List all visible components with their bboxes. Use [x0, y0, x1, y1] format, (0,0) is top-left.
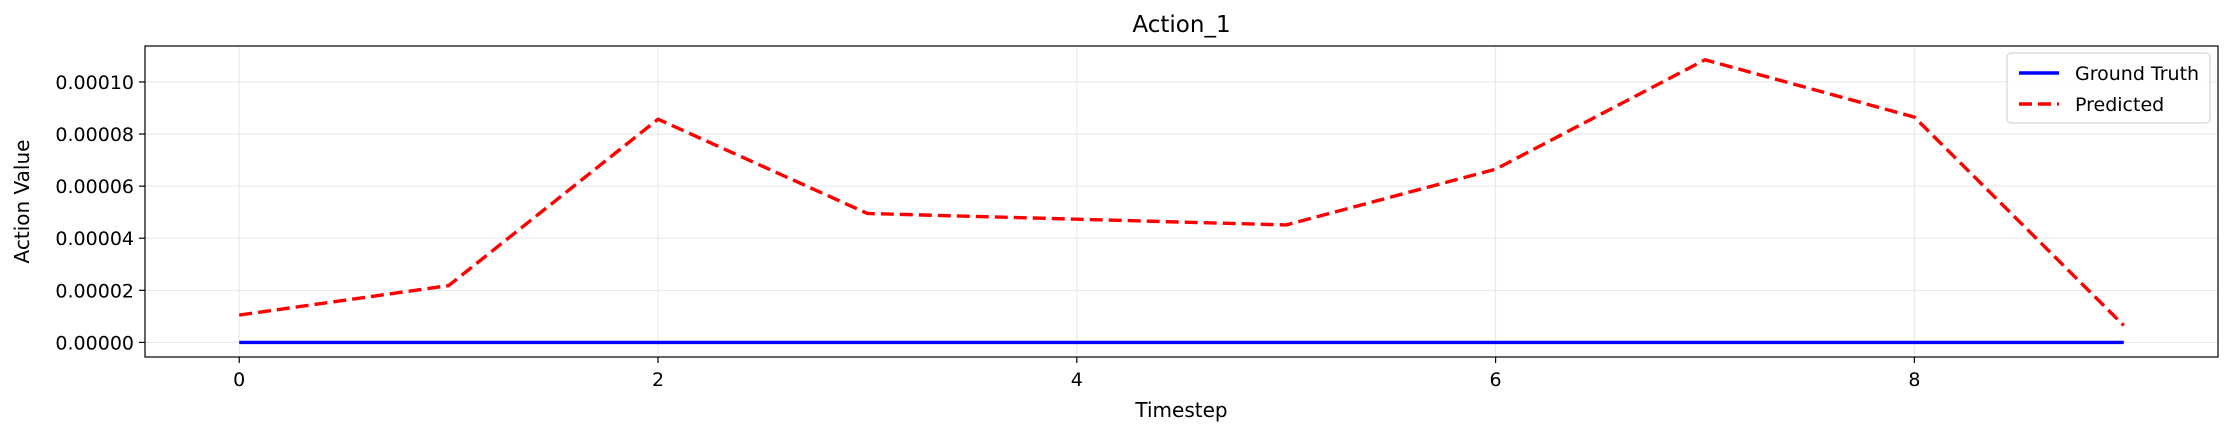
x-tick-label: 4 — [1071, 369, 1083, 391]
y-axis-label: Action Value — [10, 140, 34, 264]
x-tick-label: 2 — [652, 369, 664, 391]
tick-layer: 0 2 4 6 8 0.00000 0.00002 0.00004 0.00006 0.00008… — [55, 72, 1920, 391]
legend-entry-label: Predicted — [2075, 94, 2164, 116]
y-tick-label: 0.00006 — [55, 176, 134, 198]
y-tick-label: 0.00008 — [55, 124, 134, 146]
legend-entry-label: Ground Truth — [2075, 63, 2199, 85]
predicted-series-line — [238, 58, 2125, 327]
x-tick-label: 0 — [233, 369, 245, 391]
x-axis-label: Timestep — [1134, 398, 1227, 422]
series-layer — [238, 58, 2125, 345]
x-tick-label: 6 — [1490, 369, 1502, 391]
y-tick-label: 0.00004 — [55, 228, 134, 250]
plot-frame — [144, 45, 2219, 358]
chart-title: Action_1 — [1132, 12, 1230, 38]
legend: Ground Truth Predicted — [2006, 52, 2211, 124]
y-tick-label: 0.00010 — [55, 72, 134, 94]
y-tick-label: 0.00002 — [55, 280, 134, 302]
y-tick-label: 0.00000 — [55, 332, 134, 354]
x-tick-label: 8 — [1908, 369, 1920, 391]
